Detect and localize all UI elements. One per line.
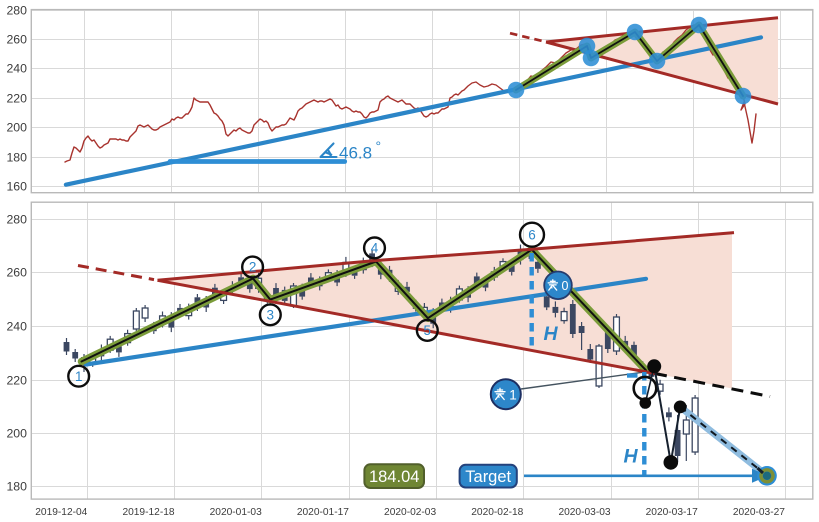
svg-text:200: 200 (6, 427, 27, 441)
svg-text:2020-03-17: 2020-03-17 (646, 507, 698, 518)
svg-text:2019-12-18: 2019-12-18 (122, 507, 174, 518)
svg-text:280: 280 (6, 4, 27, 18)
svg-text:2020-01-03: 2020-01-03 (210, 507, 262, 518)
svg-text:5: 5 (424, 323, 432, 338)
svg-text:2020-03-03: 2020-03-03 (558, 507, 610, 518)
svg-text:2020-01-17: 2020-01-17 (297, 507, 349, 518)
svg-text:H: H (623, 446, 638, 468)
svg-text:4: 4 (371, 241, 379, 256)
svg-text:280: 280 (6, 213, 27, 227)
svg-text:1: 1 (75, 369, 83, 384)
svg-text:180: 180 (6, 480, 27, 494)
svg-text:2020-02-03: 2020-02-03 (384, 507, 436, 518)
svg-text:220: 220 (6, 92, 27, 106)
svg-text:2019-12-04: 2019-12-04 (35, 507, 87, 518)
svg-text:2020-03-27: 2020-03-27 (733, 507, 785, 518)
svg-text:160: 160 (6, 180, 27, 194)
svg-text:Target: Target (465, 468, 511, 486)
svg-text:3: 3 (267, 307, 275, 322)
svg-text:0: 0 (562, 279, 569, 293)
svg-text:2: 2 (249, 260, 257, 275)
svg-text:2020-02-18: 2020-02-18 (471, 507, 523, 518)
svg-text:180: 180 (6, 151, 27, 165)
svg-text:H: H (543, 323, 558, 345)
svg-text:200: 200 (6, 121, 27, 135)
svg-text:1: 1 (509, 387, 517, 402)
svg-text:240: 240 (6, 320, 27, 334)
svg-text:240: 240 (6, 62, 27, 76)
svg-text:6: 6 (528, 227, 536, 242)
svg-text:260: 260 (6, 266, 27, 280)
svg-text:260: 260 (6, 33, 27, 47)
svg-text:184.04: 184.04 (369, 468, 419, 486)
svg-text:46.8: 46.8 (339, 144, 372, 163)
svg-text:220: 220 (6, 374, 27, 388)
svg-text:°: ° (376, 138, 382, 154)
